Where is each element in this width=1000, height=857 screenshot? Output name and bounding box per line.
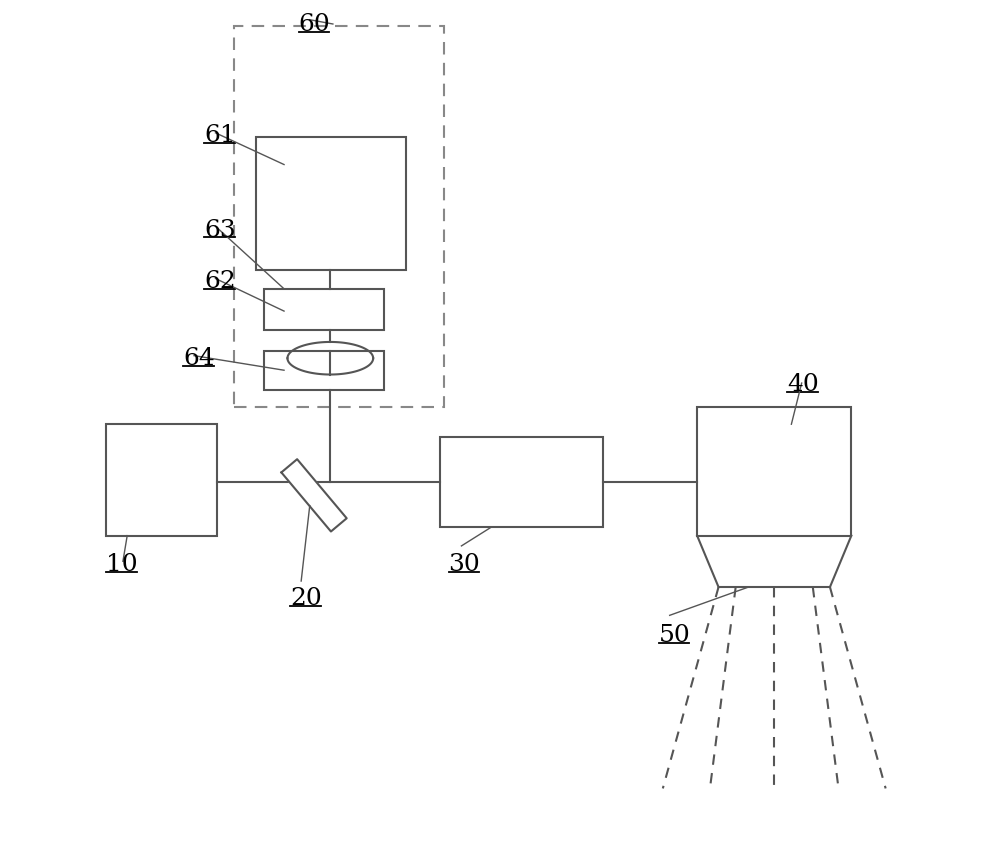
Text: 62: 62 <box>204 270 236 293</box>
Text: 20: 20 <box>290 587 322 610</box>
Text: 10: 10 <box>106 553 137 576</box>
Polygon shape <box>281 459 347 531</box>
Text: 30: 30 <box>449 553 480 576</box>
Text: 63: 63 <box>204 219 236 242</box>
Text: 60: 60 <box>299 13 330 36</box>
Text: 40: 40 <box>787 373 819 396</box>
Text: 61: 61 <box>204 124 236 147</box>
Text: 64: 64 <box>183 347 215 370</box>
Text: 50: 50 <box>659 624 690 647</box>
